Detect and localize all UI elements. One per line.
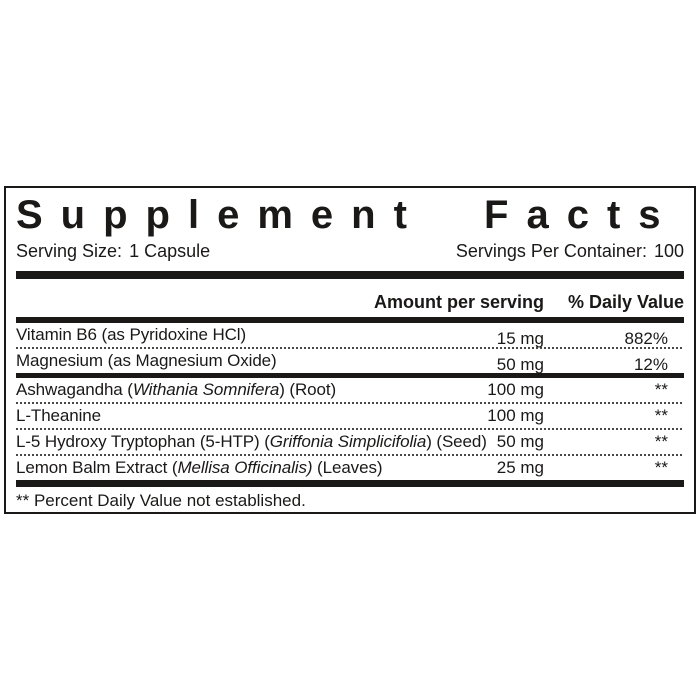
servings-per-container: Servings Per Container: 100 bbox=[456, 241, 684, 262]
amount-cell: 15 mg bbox=[496, 329, 544, 348]
column-header-row: Amount per serving % Daily Value bbox=[16, 292, 684, 312]
serving-size-label: Serving Size: bbox=[16, 241, 123, 261]
table-row: L-5 Hydroxy Tryptophan (5-HTP) (Griffoni… bbox=[16, 430, 684, 454]
row-separator-bar bbox=[16, 480, 684, 487]
table-row: Ashwagandha (Withania Somnifera) (Root) 1… bbox=[16, 378, 684, 402]
thick-divider-top bbox=[16, 271, 684, 279]
table-row: L-Theanine 100 mg ** bbox=[16, 404, 684, 428]
table-row: Vitamin B6 (as Pyridoxine HCl) 15 mg 882% bbox=[16, 323, 684, 348]
servings-per-container-value: 100 bbox=[653, 241, 684, 261]
serving-size: Serving Size: 1 Capsule bbox=[16, 241, 210, 262]
daily-value-cell: ** bbox=[654, 432, 668, 451]
servings-per-container-label: Servings Per Container: bbox=[455, 241, 647, 261]
ingredient-rows: Vitamin B6 (as Pyridoxine HCl) 15 mg 882% M… bbox=[16, 323, 684, 487]
amount-cell: 50 mg bbox=[496, 355, 544, 374]
ingredient-name: Ashwagandha (Withania Somnifera) (Root) bbox=[16, 380, 337, 399]
supplement-facts-panel: Supplement Facts Serving Size: 1 Capsule … bbox=[4, 186, 696, 514]
daily-value-cell: ** bbox=[654, 380, 668, 399]
amount-cell: 50 mg bbox=[496, 432, 544, 451]
amount-column-header: Amount per serving bbox=[373, 292, 544, 312]
amount-cell: 100 mg bbox=[487, 406, 544, 425]
amount-cell: 25 mg bbox=[496, 458, 544, 477]
table-row: Lemon Balm Extract (Mellisa Officinalis)… bbox=[16, 456, 684, 480]
panel-title: Supplement Facts bbox=[16, 193, 679, 237]
ingredient-name: Magnesium (as Magnesium Oxide) bbox=[16, 351, 277, 370]
amount-cell: 100 mg bbox=[487, 380, 544, 399]
daily-value-cell: ** bbox=[654, 406, 668, 425]
serving-size-value: 1 Capsule bbox=[129, 241, 211, 261]
footnote: ** Percent Daily Value not established. bbox=[16, 491, 306, 510]
row-separator-dotted bbox=[16, 428, 684, 430]
daily-value-cell: 882% bbox=[624, 329, 668, 348]
daily-value-cell: 12% bbox=[633, 355, 668, 374]
header-divider bbox=[16, 317, 684, 323]
ingredient-name: Lemon Balm Extract (Mellisa Officinalis)… bbox=[16, 458, 383, 477]
ingredient-name: L-Theanine bbox=[16, 406, 102, 425]
row-separator-dotted bbox=[16, 347, 684, 349]
row-separator-thick bbox=[16, 373, 684, 378]
ingredient-name: L-5 Hydroxy Tryptophan (5-HTP) (Griffoni… bbox=[16, 432, 487, 451]
serving-info-row: Serving Size: 1 Capsule Servings Per Cont… bbox=[16, 241, 684, 262]
daily-value-cell: ** bbox=[654, 458, 668, 477]
ingredient-name: Vitamin B6 (as Pyridoxine HCl) bbox=[16, 325, 247, 344]
row-separator-dotted bbox=[16, 402, 684, 404]
row-separator-dotted bbox=[16, 454, 684, 456]
table-row: Magnesium (as Magnesium Oxide) 50 mg 12% bbox=[16, 349, 684, 374]
daily-value-column-header: % Daily Value bbox=[567, 292, 684, 312]
